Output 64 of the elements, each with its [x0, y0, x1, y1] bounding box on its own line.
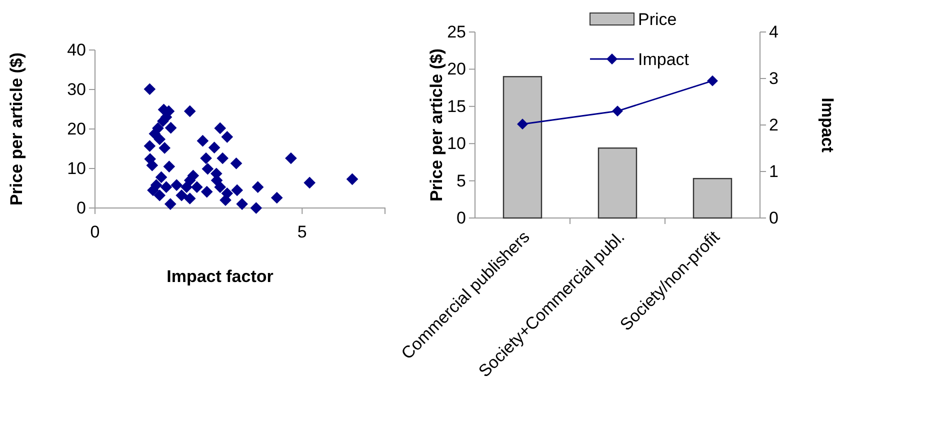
point — [612, 106, 623, 117]
point — [163, 160, 176, 172]
point — [202, 162, 214, 175]
point — [230, 157, 242, 170]
y2-tick-label: 2 — [769, 115, 778, 134]
legend-label: Impact — [638, 50, 690, 69]
y2-tick-label: 4 — [769, 22, 778, 42]
y-tick-label: 10 — [447, 134, 466, 154]
point — [164, 122, 177, 134]
point — [231, 184, 244, 196]
y-tick-label: 0 — [76, 198, 86, 218]
point — [191, 181, 203, 193]
y-tick-label: 15 — [447, 96, 466, 116]
point — [176, 189, 188, 202]
y-tick-label: 20 — [447, 60, 466, 79]
point — [154, 133, 166, 146]
point — [304, 176, 316, 189]
point — [252, 181, 264, 193]
y2-axis-title: Impact — [818, 98, 837, 153]
point — [180, 181, 192, 193]
point — [214, 122, 226, 134]
point — [164, 198, 176, 210]
point — [184, 105, 196, 118]
point — [184, 192, 196, 204]
y-axis-title: Price per article ($) — [7, 52, 26, 206]
point — [200, 152, 212, 164]
point — [221, 130, 234, 143]
y2-tick-label: 3 — [769, 68, 778, 88]
point — [144, 140, 156, 152]
point — [200, 186, 213, 198]
y-tick-label: 10 — [67, 158, 86, 178]
x-axis-title: Impact factor — [166, 267, 274, 286]
y2-tick-label: 1 — [769, 162, 778, 181]
point — [517, 118, 528, 130]
point — [346, 173, 358, 186]
point — [196, 134, 209, 147]
x-tick-label: 0 — [90, 222, 100, 242]
y-tick-label: 20 — [67, 119, 86, 138]
x-tick-label: 5 — [297, 222, 307, 242]
point — [250, 202, 262, 214]
point — [236, 198, 248, 210]
point — [208, 142, 220, 154]
bar — [598, 147, 638, 219]
bar — [502, 76, 542, 219]
point — [158, 142, 171, 154]
y-tick-label: 0 — [456, 208, 466, 228]
legend-label: Price — [638, 10, 677, 29]
point — [154, 189, 166, 202]
y2-tick-label: 0 — [769, 208, 778, 228]
y-tick-label: 30 — [67, 80, 86, 99]
point — [707, 75, 718, 86]
y-tick-label: 40 — [67, 40, 86, 60]
point — [216, 152, 229, 164]
point — [270, 192, 283, 204]
point — [155, 171, 168, 184]
point — [285, 152, 297, 164]
y-axis-title: Price per article ($) — [427, 48, 446, 202]
point — [221, 187, 234, 200]
y-tick-label: 25 — [447, 22, 466, 42]
bar — [692, 178, 732, 219]
point — [160, 181, 172, 193]
y-tick-label: 5 — [456, 171, 466, 190]
point — [144, 83, 156, 96]
point — [170, 179, 183, 192]
